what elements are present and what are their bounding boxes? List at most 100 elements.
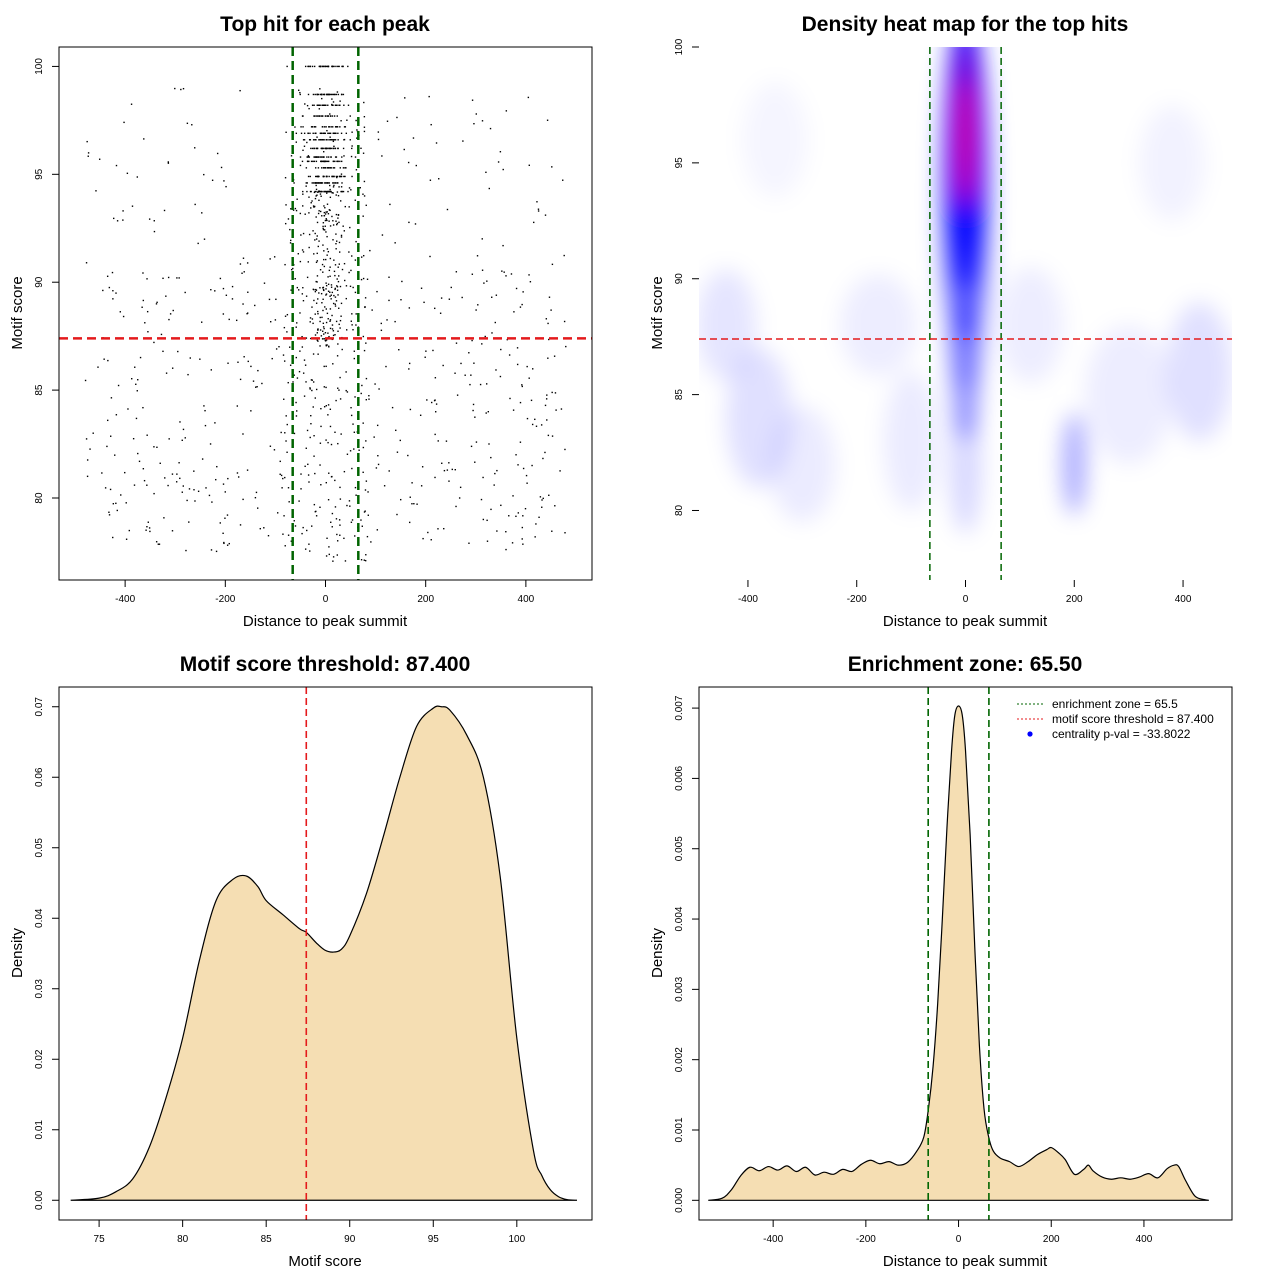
y-tick-label: 80 bbox=[34, 492, 45, 504]
scatter-point bbox=[169, 313, 172, 315]
scatter-point bbox=[347, 104, 350, 106]
scatter-point bbox=[242, 303, 244, 305]
scatter-point bbox=[144, 322, 146, 324]
scatter-point bbox=[307, 132, 309, 135]
scatter-point bbox=[319, 320, 321, 323]
scatter-point bbox=[315, 302, 318, 304]
scatter-point bbox=[302, 193, 304, 195]
scatter-point bbox=[366, 535, 369, 538]
scatter-point bbox=[564, 448, 566, 451]
scatter-point bbox=[355, 313, 357, 315]
scatter-point bbox=[326, 182, 329, 184]
scatter-point bbox=[326, 160, 329, 163]
scatter-point bbox=[546, 419, 548, 421]
scatter-point bbox=[228, 318, 230, 321]
scatter-point bbox=[174, 87, 176, 90]
scatter-point bbox=[343, 230, 346, 232]
x-tick-label: -200 bbox=[856, 1234, 876, 1245]
scatter-point bbox=[294, 126, 296, 128]
scatter-point bbox=[295, 415, 298, 417]
scatter-point bbox=[408, 368, 410, 370]
scatter-point bbox=[335, 213, 338, 216]
scatter-point bbox=[295, 356, 298, 359]
scatter-point bbox=[167, 276, 170, 279]
heatmap-panel: Density heat map for the top hits -400 -2… bbox=[649, 13, 1232, 630]
scatter-point bbox=[292, 209, 295, 211]
scatter-point bbox=[564, 532, 566, 534]
scatter-point bbox=[330, 126, 332, 128]
scatter-point bbox=[311, 389, 313, 392]
scatter-point bbox=[455, 271, 458, 273]
x-tick-label: 75 bbox=[94, 1234, 106, 1245]
scatter-point bbox=[285, 131, 287, 134]
x-tick-label: -400 bbox=[738, 594, 758, 605]
scatter-point bbox=[343, 537, 345, 540]
scatter-point bbox=[386, 120, 389, 122]
scatter-point bbox=[336, 115, 338, 117]
scatter-title: Top hit for each peak bbox=[220, 13, 430, 36]
scatter-point bbox=[338, 519, 341, 521]
scatter-point bbox=[316, 252, 318, 255]
scatter-point bbox=[328, 546, 330, 548]
scatter-point bbox=[420, 287, 423, 289]
scatter-point bbox=[403, 148, 405, 151]
scatter-point bbox=[197, 242, 199, 245]
y-tick-label: 0.003 bbox=[674, 976, 685, 1001]
scatter-point bbox=[487, 411, 489, 413]
scatter-point bbox=[496, 469, 498, 472]
scatter-point bbox=[223, 180, 225, 182]
scatter-point bbox=[299, 91, 301, 94]
scatter-point bbox=[399, 439, 401, 442]
scatter-point bbox=[278, 345, 280, 348]
scatter-point bbox=[339, 167, 341, 169]
scatter-point bbox=[222, 313, 225, 315]
scatter-point bbox=[242, 433, 244, 435]
scatter-point bbox=[274, 319, 277, 321]
scatter-point bbox=[340, 93, 343, 96]
scatter-point bbox=[356, 129, 358, 131]
scatter-point bbox=[336, 91, 339, 93]
scatter-point bbox=[333, 184, 335, 187]
scatter-point bbox=[259, 527, 261, 530]
scatter-point bbox=[332, 334, 335, 337]
heat-blob bbox=[1139, 104, 1205, 221]
scatter-point bbox=[135, 417, 138, 420]
scatter-point bbox=[333, 115, 336, 117]
scatter-point bbox=[311, 126, 314, 128]
scatter-point bbox=[327, 104, 329, 106]
scatter-x-axis: -400 -200 0 200 400 bbox=[115, 579, 535, 605]
scatter-point bbox=[110, 397, 113, 399]
scatter-point bbox=[326, 344, 328, 346]
scatter-point bbox=[305, 182, 307, 184]
scatter-point bbox=[334, 287, 336, 290]
scatter-point bbox=[250, 410, 252, 412]
scatter-point bbox=[275, 348, 278, 350]
enrichment-y-label: Density bbox=[649, 927, 666, 978]
scatter-point bbox=[434, 433, 436, 436]
scatter-point bbox=[321, 156, 323, 158]
scatter-point bbox=[223, 542, 225, 545]
scatter-point bbox=[328, 269, 331, 272]
scatter-point bbox=[120, 494, 122, 496]
scatter-point bbox=[317, 104, 319, 106]
scatter-point bbox=[547, 434, 550, 437]
scatter-point bbox=[479, 383, 482, 386]
scatter-point bbox=[316, 147, 319, 150]
scatter-point bbox=[332, 192, 334, 194]
scatter-point bbox=[308, 212, 310, 214]
scatter-point bbox=[318, 115, 320, 117]
scatter-point bbox=[279, 473, 281, 475]
scatter-point bbox=[363, 115, 366, 118]
scatter-point bbox=[269, 258, 271, 260]
scatter-point bbox=[307, 175, 310, 178]
scatter-point bbox=[486, 280, 488, 282]
scatter-point bbox=[320, 190, 322, 193]
scatter-point bbox=[318, 175, 320, 178]
scatter-point bbox=[329, 257, 332, 260]
heat-blob bbox=[769, 406, 835, 523]
scatter-point bbox=[247, 312, 249, 314]
scatter-point bbox=[528, 164, 530, 166]
scatter-point bbox=[349, 226, 351, 229]
scatter-point bbox=[480, 498, 483, 501]
scatter-point bbox=[313, 160, 316, 163]
